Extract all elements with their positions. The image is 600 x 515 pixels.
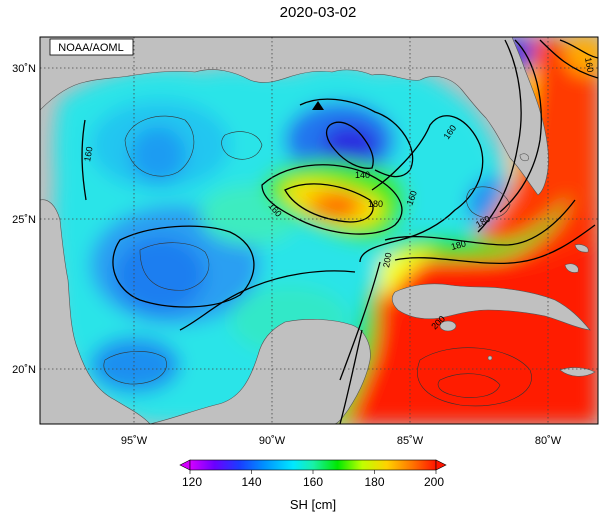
contour-label: 140: [355, 170, 370, 180]
contour-label: 200: [381, 252, 393, 269]
lon-label-95w: 95˚W: [121, 435, 148, 447]
colorbar-high-arrow: [435, 459, 447, 471]
colorbar-gradient: [189, 459, 437, 471]
graticule: [40, 37, 598, 424]
land-masses: [40, 37, 596, 424]
contour-label: 180: [368, 199, 383, 209]
map-title: 2020-03-02: [280, 4, 357, 21]
contour-label: 180: [450, 238, 467, 252]
credit-box: NOAA/AOML: [49, 38, 134, 56]
contour-label: 160: [583, 57, 595, 74]
credit-text: NOAA/AOML: [58, 42, 123, 54]
contour-label: 160: [82, 146, 94, 163]
colorbar-tick-120: 120: [182, 475, 202, 489]
colorbar: 120 140 160 180 200 SH [cm]: [179, 459, 447, 512]
latitude-labels: 30˚N 25˚N 20˚N: [12, 63, 36, 376]
colorbar-tick-140: 140: [241, 475, 261, 489]
map-plot-area: [40, 37, 598, 424]
plot-frame: [39, 36, 599, 425]
colorbar-low-arrow: [179, 459, 191, 471]
lat-label-20n: 20˚N: [12, 364, 36, 376]
longitude-labels: 95˚W 90˚W 85˚W 80˚W: [121, 435, 562, 447]
lon-label-80w: 80˚W: [535, 435, 562, 447]
contour-label: 160: [404, 189, 419, 207]
station-triangle-marker: [312, 101, 324, 110]
lon-label-85w: 85˚W: [397, 435, 424, 447]
colorbar-label: SH [cm]: [290, 497, 336, 512]
colorbar-tick-200: 200: [424, 475, 444, 489]
lat-label-25n: 25˚N: [12, 214, 36, 226]
thin-contour-lines: [103, 115, 532, 407]
colorbar-tick-160: 160: [303, 475, 323, 489]
contour-lines: [81, 39, 598, 424]
lat-label-30n: 30˚N: [12, 63, 36, 75]
lon-label-90w: 90˚W: [259, 435, 286, 447]
colorbar-tick-180: 180: [364, 475, 384, 489]
